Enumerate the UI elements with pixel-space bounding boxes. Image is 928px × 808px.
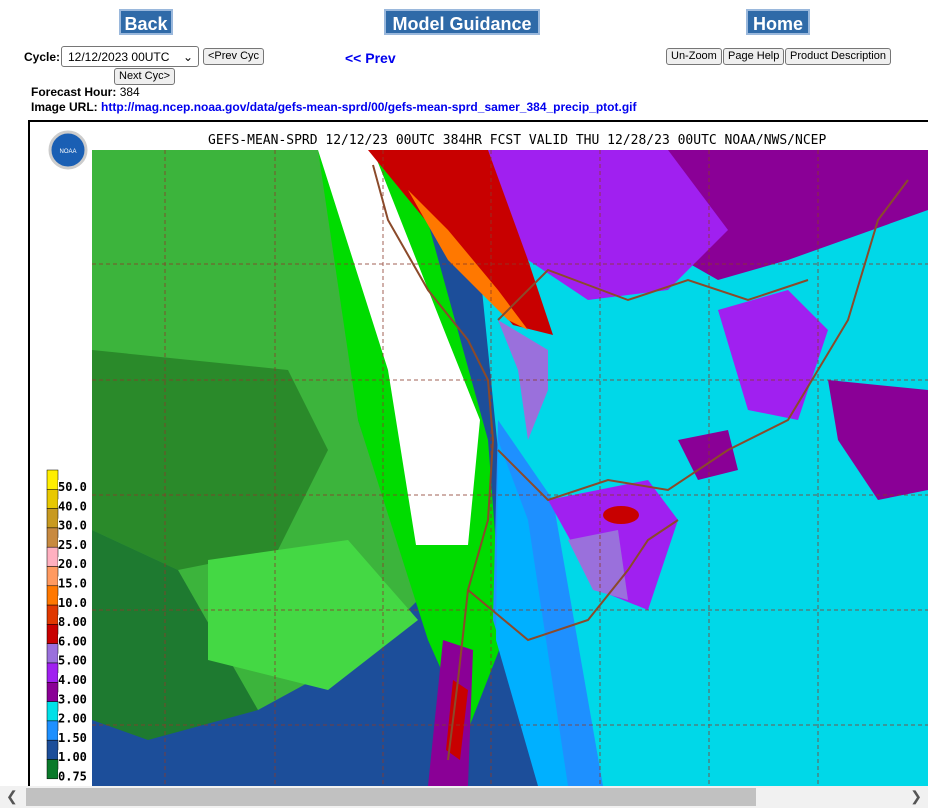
scroll-right[interactable]: ❯ xyxy=(910,788,922,804)
legend-label-bg xyxy=(58,576,92,591)
horizontal-scrollbar[interactable]: ❮ ❯ xyxy=(0,786,928,808)
legend-label-bg xyxy=(58,537,92,552)
legend-swatch xyxy=(46,508,59,529)
legend-swatch xyxy=(46,585,59,606)
scroll-thumb[interactable] xyxy=(26,788,756,806)
legend-label: 40.0 xyxy=(58,499,87,513)
legend-swatch xyxy=(46,701,59,722)
prev-cycle-button[interactable]: <Prev Cyc xyxy=(203,48,265,65)
legend-swatch xyxy=(46,489,59,509)
legend-label: 4.00 xyxy=(58,673,87,687)
legend-label: 1.00 xyxy=(58,750,87,764)
legend-label: 50.0 xyxy=(58,480,87,494)
forecast-map: NOAA GEFS-MEAN-SPRD 12/12/23 00UTC 384HR… xyxy=(28,120,928,786)
legend-swatch xyxy=(46,759,59,780)
legend-label-bg xyxy=(58,615,92,630)
legend-swatch xyxy=(46,624,59,644)
image-url-label: Image URL: xyxy=(31,100,98,114)
legend-label-bg xyxy=(58,595,92,610)
legend-swatch xyxy=(46,604,59,625)
tool-button[interactable]: Page Help xyxy=(723,48,785,65)
svg-text:NOAA: NOAA xyxy=(59,149,76,155)
tool-button[interactable]: Un-Zoom xyxy=(666,48,722,65)
legend-swatch xyxy=(46,546,59,567)
legend-label: 5.00 xyxy=(58,654,87,668)
legend-label-bg xyxy=(58,634,92,649)
legend-swatch xyxy=(46,527,59,548)
home-button[interactable]: Home xyxy=(746,9,810,35)
legend-label: 3.00 xyxy=(58,692,87,706)
legend-swatch xyxy=(46,566,59,587)
legend-label: 2.00 xyxy=(58,712,87,726)
forecast-hour-value: 384 xyxy=(119,85,140,99)
dropdown-arrow: ⌄ xyxy=(182,50,193,64)
legend-label: 1.50 xyxy=(58,731,87,745)
legend-label: 8.00 xyxy=(58,615,87,629)
legend-swatch xyxy=(46,469,59,490)
prev-link[interactable]: << Prev xyxy=(345,50,396,66)
legend-label: 25.0 xyxy=(58,538,87,552)
cycle-label: Cycle: xyxy=(24,50,61,64)
legend-label: 30.0 xyxy=(58,519,87,533)
legend-label: 10.0 xyxy=(58,596,87,610)
legend-label-bg xyxy=(58,750,92,765)
cycle-select[interactable]: 12/12/2023 00UTC ⌄ xyxy=(61,46,199,67)
legend-label-bg xyxy=(58,518,92,533)
legend-label: 6.00 xyxy=(58,634,87,648)
legend-swatch xyxy=(46,662,59,683)
cycle-value: 12/12/2023 00UTC xyxy=(68,50,170,64)
model-guidance-button[interactable]: Model Guidance xyxy=(384,9,540,35)
legend-swatch xyxy=(46,682,59,702)
legend-label-bg xyxy=(58,692,92,707)
legend-swatch xyxy=(46,739,59,760)
legend-swatch xyxy=(46,643,59,664)
legend-swatch xyxy=(46,720,59,741)
legend-label-bg xyxy=(58,711,92,726)
legend-label: 0.75 xyxy=(58,770,87,784)
legend-label-bg xyxy=(58,499,92,514)
legend-label-bg xyxy=(58,480,92,494)
legend-label-bg xyxy=(58,673,92,687)
next-cycle-button[interactable]: Next Cyc> xyxy=(114,68,176,85)
legend-label-bg xyxy=(58,730,92,745)
tool-button[interactable]: Product Description xyxy=(785,48,891,65)
back-button[interactable]: Back xyxy=(119,9,173,35)
legend-label-bg xyxy=(58,557,92,572)
legend-label-bg xyxy=(58,653,92,668)
legend-label: 20.0 xyxy=(58,557,87,571)
map-title: GEFS-MEAN-SPRD 12/12/23 00UTC 384HR FCST… xyxy=(208,133,826,148)
scroll-left[interactable]: ❮ xyxy=(6,788,18,804)
image-url-link[interactable]: http://mag.ncep.noaa.gov/data/gefs-mean-… xyxy=(101,100,637,114)
legend-label-bg xyxy=(58,769,92,784)
forecast-hour-label: Forecast Hour: xyxy=(31,85,117,99)
legend-label: 15.0 xyxy=(58,577,87,591)
